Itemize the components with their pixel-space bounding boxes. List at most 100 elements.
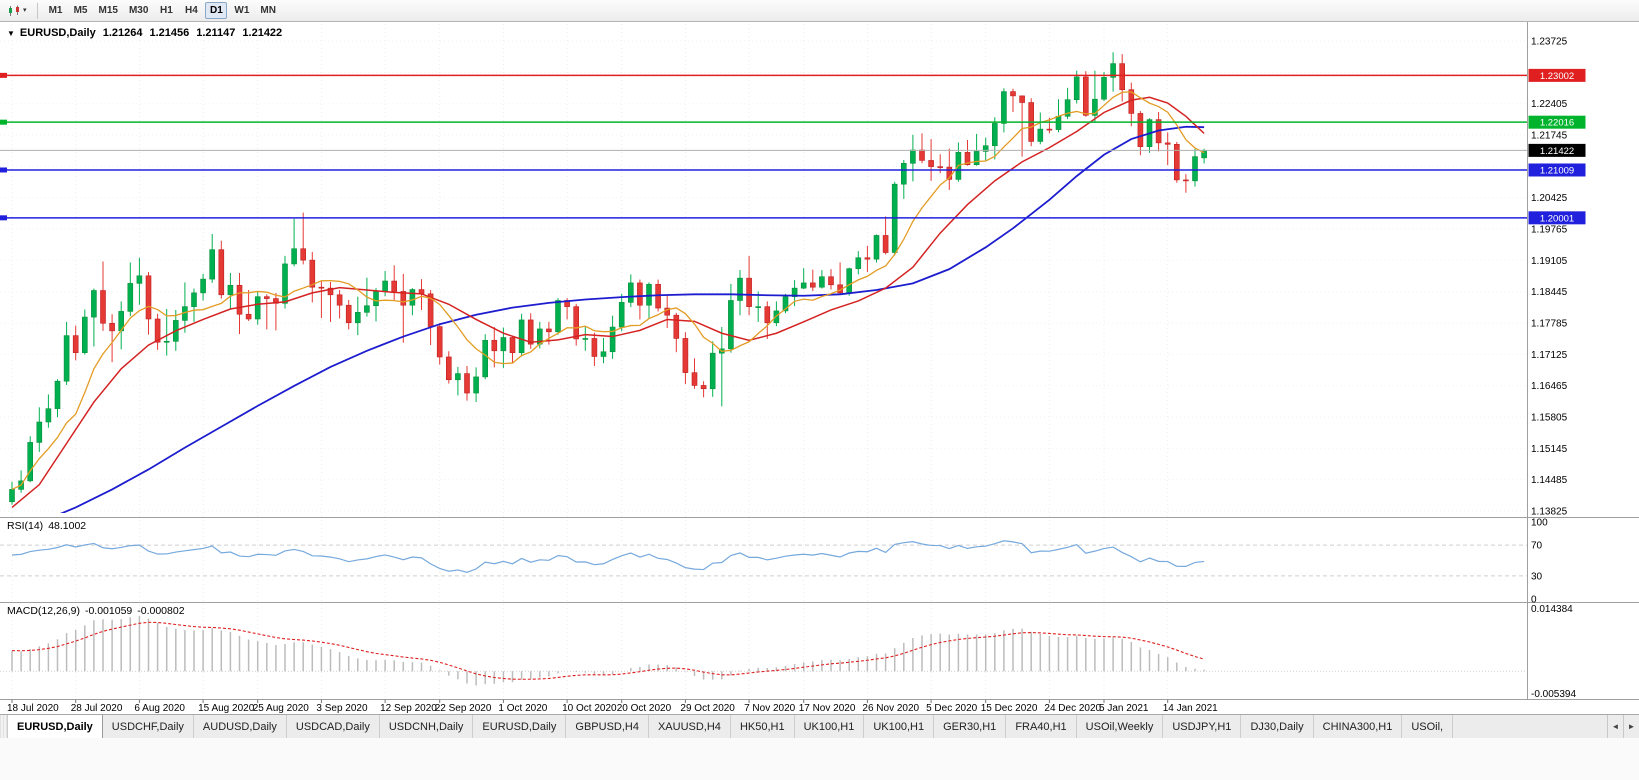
candles-layer	[9, 52, 1207, 505]
svg-text:30: 30	[1531, 571, 1543, 582]
timeframe-buttons: M1 M5 M15 M30 H1 H4 D1 W1 MN	[45, 2, 280, 19]
macd-indicator-label: MACD(12,26,9) -0.001059 -0.000802	[7, 605, 185, 617]
moving-averages-layer	[11, 91, 1205, 513]
svg-text:1.21009: 1.21009	[1540, 165, 1574, 176]
svg-text:18 Jul 2020: 18 Jul 2020	[7, 703, 59, 714]
rsi-indicator-label: RSI(14) 48.1002	[7, 520, 86, 532]
chart-window[interactable]: 1.23725 1.22405 1.21745 1.20425 1.19765 1.191…	[0, 22, 1639, 714]
timeframe-button-m1[interactable]: M1	[48, 5, 63, 16]
macd-title: MACD(12,26,9)	[7, 605, 80, 617]
tab-usdcnh-daily[interactable]: USDCNH,Daily	[380, 715, 474, 738]
svg-text:22 Sep 2020: 22 Sep 2020	[435, 703, 492, 714]
timeframe-button-m15[interactable]: M15	[98, 5, 118, 16]
svg-text:-0.005394: -0.005394	[1531, 689, 1576, 700]
macd-value-signal: -0.000802	[137, 605, 185, 617]
svg-text:1.15805: 1.15805	[1531, 413, 1568, 424]
svg-text:1.21745: 1.21745	[1531, 131, 1568, 142]
tab-audusd-daily[interactable]: AUDUSD,Daily	[194, 715, 287, 738]
macd-value-main: -0.001059	[84, 605, 133, 617]
date-axis-layer: 18 Jul 2020 28 Jul 2020 6 Aug 2020 15 Aug 2…	[7, 699, 1218, 714]
ohlc-low: 1.21147	[196, 27, 236, 39]
svg-text:1.21422: 1.21422	[1540, 146, 1574, 157]
svg-text:70: 70	[1531, 541, 1543, 552]
svg-text:17 Nov 2020: 17 Nov 2020	[799, 703, 856, 714]
ohlc-high: 1.21456	[149, 27, 190, 39]
tab-eurusd-daily[interactable]: EURUSD,Daily	[8, 715, 103, 738]
chart-symbol-label: EURUSD,Daily	[19, 27, 96, 39]
tabs-scroll-left-icon[interactable]: ◄	[1607, 715, 1623, 738]
chevron-down-icon: ▾	[23, 7, 27, 14]
hline-left-handle	[0, 119, 7, 125]
rsi-value: 48.1002	[48, 520, 87, 532]
timeframe-button-h1[interactable]: H1	[160, 5, 173, 16]
svg-text:3 Sep 2020: 3 Sep 2020	[316, 703, 368, 714]
macd-signal-line	[11, 621, 1205, 680]
svg-text:1.19105: 1.19105	[1531, 256, 1568, 267]
svg-text:1.16465: 1.16465	[1531, 381, 1568, 392]
svg-text:1 Oct 2020: 1 Oct 2020	[498, 703, 547, 714]
tab-usoil-weekly[interactable]: USOil,Weekly	[1077, 715, 1164, 738]
timeframe-button-m30[interactable]: M30	[128, 5, 149, 16]
svg-text:7 Nov 2020: 7 Nov 2020	[744, 703, 796, 714]
rsi-title: RSI(14)	[7, 520, 44, 532]
timeframe-button-m5[interactable]: M5	[73, 5, 88, 16]
tab-grip	[0, 715, 8, 738]
chart-ohlc-line: ▼ EURUSD,Daily 1.21264 1.21456 1.21147 1…	[7, 27, 282, 39]
tab-ger30-h1[interactable]: GER30,H1	[934, 715, 1007, 738]
ohlc-close: 1.21422	[242, 27, 283, 39]
tab-uk100-h1[interactable]: UK100,H1	[864, 715, 935, 738]
price-chart[interactable]: 1.23725 1.22405 1.21745 1.20425 1.19765 1.191…	[0, 22, 1639, 714]
svg-text:1.23002: 1.23002	[1540, 71, 1574, 82]
svg-text:12 Sep 2020: 12 Sep 2020	[380, 703, 437, 714]
svg-text:1.22016: 1.22016	[1540, 118, 1574, 129]
svg-text:15 Dec 2020: 15 Dec 2020	[981, 703, 1038, 714]
svg-text:26 Nov 2020: 26 Nov 2020	[862, 703, 919, 714]
tab-fra40-h1[interactable]: FRA40,H1	[1006, 715, 1077, 738]
tab-usdchf-daily[interactable]: USDCHF,Daily	[103, 715, 194, 738]
tab-usoil[interactable]: USOil,	[1402, 715, 1454, 738]
hline-left-handle	[0, 167, 7, 173]
toolbar-separator	[36, 2, 38, 19]
tab-china300-h1[interactable]: CHINA300,H1	[1314, 715, 1403, 738]
tab-usdjpy-h1[interactable]: USDJPY,H1	[1163, 715, 1242, 738]
svg-text:1.20001: 1.20001	[1540, 213, 1574, 224]
svg-text:24 Dec 2020: 24 Dec 2020	[1044, 703, 1101, 714]
price-axis-layer: 1.23725 1.22405 1.21745 1.20425 1.19765 1.191…	[1528, 37, 1586, 518]
tab-uk100-h1[interactable]: UK100,H1	[795, 715, 865, 738]
grid-layer	[0, 24, 1527, 699]
tab-eurusd-daily[interactable]: EURUSD,Daily	[473, 715, 567, 738]
svg-text:25 Aug 2020: 25 Aug 2020	[253, 703, 310, 714]
svg-text:1.14485: 1.14485	[1531, 475, 1568, 486]
svg-text:10 Oct 2020: 10 Oct 2020	[562, 703, 617, 714]
svg-text:1.13825: 1.13825	[1531, 507, 1568, 518]
chart-tabs: EURUSD,Daily USDCHF,Daily AUDUSD,Daily USDC…	[8, 715, 1607, 738]
svg-text:14 Jan 2021: 14 Jan 2021	[1163, 703, 1218, 714]
tabs-scroll-right-icon[interactable]: ►	[1623, 715, 1639, 738]
timeframe-button-mn[interactable]: MN	[260, 5, 276, 16]
timeframe-button-h4[interactable]: H4	[185, 5, 198, 16]
svg-text:1.15145: 1.15145	[1531, 444, 1568, 455]
svg-text:0: 0	[1531, 595, 1537, 606]
svg-text:28 Jul 2020: 28 Jul 2020	[71, 703, 123, 714]
timeframe-button-w1[interactable]: W1	[234, 5, 250, 16]
tab-dj30-daily[interactable]: DJ30,Daily	[1241, 715, 1314, 738]
tab-xauusd-h4[interactable]: XAUUSD,H4	[649, 715, 731, 738]
ohlc-open: 1.21264	[102, 27, 143, 39]
svg-text:1.23725: 1.23725	[1531, 37, 1568, 48]
svg-text:100: 100	[1531, 518, 1548, 529]
svg-text:1.17785: 1.17785	[1531, 319, 1568, 330]
chart-mode-button[interactable]: ▾	[4, 2, 30, 20]
collapse-icon[interactable]: ▼	[7, 28, 15, 38]
tab-usdcad-daily[interactable]: USDCAD,Daily	[287, 715, 380, 738]
svg-text:1.17125: 1.17125	[1531, 350, 1568, 361]
macd-histogram	[11, 615, 1205, 686]
hlines-layer[interactable]	[0, 72, 1527, 221]
svg-text:20 Oct 2020: 20 Oct 2020	[617, 703, 672, 714]
svg-text:0.014384: 0.014384	[1531, 604, 1573, 615]
tab-gbpusd-h4[interactable]: GBPUSD,H4	[566, 715, 649, 738]
tab-hk50-h1[interactable]: HK50,H1	[731, 715, 795, 738]
svg-text:1.22405: 1.22405	[1531, 99, 1568, 110]
tab-scroll-buttons: ◄ ►	[1607, 715, 1639, 738]
chart-tab-bar: EURUSD,Daily USDCHF,Daily AUDUSD,Daily USDC…	[0, 714, 1639, 738]
timeframe-button-d1[interactable]: D1	[205, 2, 228, 19]
